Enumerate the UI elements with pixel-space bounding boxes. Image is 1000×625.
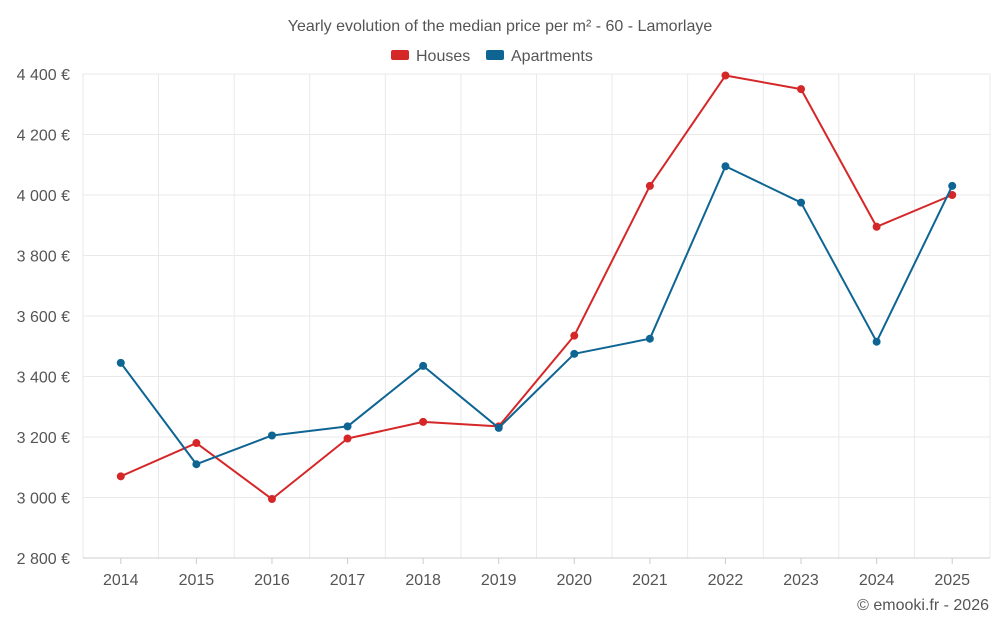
data-point-apartments[interactable] xyxy=(343,422,352,431)
y-tick-label: 3 400 € xyxy=(17,370,70,387)
data-point-apartments[interactable] xyxy=(721,162,730,171)
y-tick-label: 3 000 € xyxy=(17,491,70,508)
data-point-apartments[interactable] xyxy=(797,198,806,207)
data-point-apartments[interactable] xyxy=(419,361,428,370)
y-tick-label: 3 600 € xyxy=(17,309,70,326)
data-point-apartments[interactable] xyxy=(645,334,654,343)
data-point-apartments[interactable] xyxy=(948,181,957,190)
x-tick-label: 2024 xyxy=(859,572,895,589)
y-tick-label: 3 800 € xyxy=(17,249,70,266)
legend-item-apartments[interactable]: Apartments xyxy=(486,48,593,65)
data-point-houses[interactable] xyxy=(192,439,201,448)
y-tick-label: 4 000 € xyxy=(17,188,70,205)
data-point-houses[interactable] xyxy=(419,417,428,426)
credit-text: © emooki.fr - 2026 xyxy=(857,597,989,614)
x-tick-label: 2025 xyxy=(934,572,970,589)
series-line-apartments xyxy=(119,165,954,466)
x-tick-label: 2019 xyxy=(481,572,517,589)
y-tick-label: 2 800 € xyxy=(17,551,70,568)
data-point-apartments[interactable] xyxy=(570,349,579,358)
series-line-houses xyxy=(120,74,953,501)
x-tick-label: 2015 xyxy=(179,572,215,589)
data-point-houses[interactable] xyxy=(343,434,352,443)
data-point-houses[interactable] xyxy=(116,472,125,481)
y-tick-label: 4 200 € xyxy=(17,128,70,145)
x-axis-ticks: 2014 2015 2016 2017 2018 2019 2020 2021 2022 2023… xyxy=(103,558,970,589)
chart-title: Yearly evolution of the median price per… xyxy=(288,18,713,35)
data-point-apartments[interactable] xyxy=(267,431,276,440)
data-point-apartments[interactable] xyxy=(116,358,125,367)
data-point-apartments[interactable] xyxy=(192,460,201,469)
data-point-houses[interactable] xyxy=(645,181,654,190)
series-layer xyxy=(116,71,957,504)
x-tick-label: 2021 xyxy=(632,572,668,589)
grid xyxy=(82,73,991,559)
x-tick-label: 2016 xyxy=(254,572,290,589)
x-tick-label: 2022 xyxy=(708,572,744,589)
x-tick-label: 2017 xyxy=(330,572,366,589)
legend-label: Houses xyxy=(416,48,470,65)
data-point-houses[interactable] xyxy=(797,85,806,94)
x-tick-label: 2023 xyxy=(783,572,819,589)
legend-swatch xyxy=(391,50,409,60)
data-point-apartments[interactable] xyxy=(872,337,881,346)
data-point-houses[interactable] xyxy=(570,331,579,340)
data-point-houses[interactable] xyxy=(267,495,276,504)
x-tick-label: 2020 xyxy=(556,572,592,589)
data-point-houses[interactable] xyxy=(872,222,881,231)
y-tick-label: 4 400 € xyxy=(17,67,70,84)
legend-swatch xyxy=(486,50,504,60)
x-tick-label: 2018 xyxy=(405,572,441,589)
y-axis-ticks: 2 800 € 3 000 € 3 200 € 3 400 € 3 600 € 3 800… xyxy=(17,67,70,568)
legend: Houses Apartments xyxy=(391,48,593,65)
legend-label: Apartments xyxy=(511,48,593,65)
legend-item-houses[interactable]: Houses xyxy=(391,48,470,65)
series-apartments xyxy=(116,162,957,469)
data-point-houses[interactable] xyxy=(948,191,957,199)
data-point-apartments[interactable] xyxy=(494,423,503,432)
y-tick-label: 3 200 € xyxy=(17,430,70,447)
data-point-houses[interactable] xyxy=(721,71,730,80)
series-houses xyxy=(116,71,957,504)
x-tick-label: 2014 xyxy=(103,572,139,589)
